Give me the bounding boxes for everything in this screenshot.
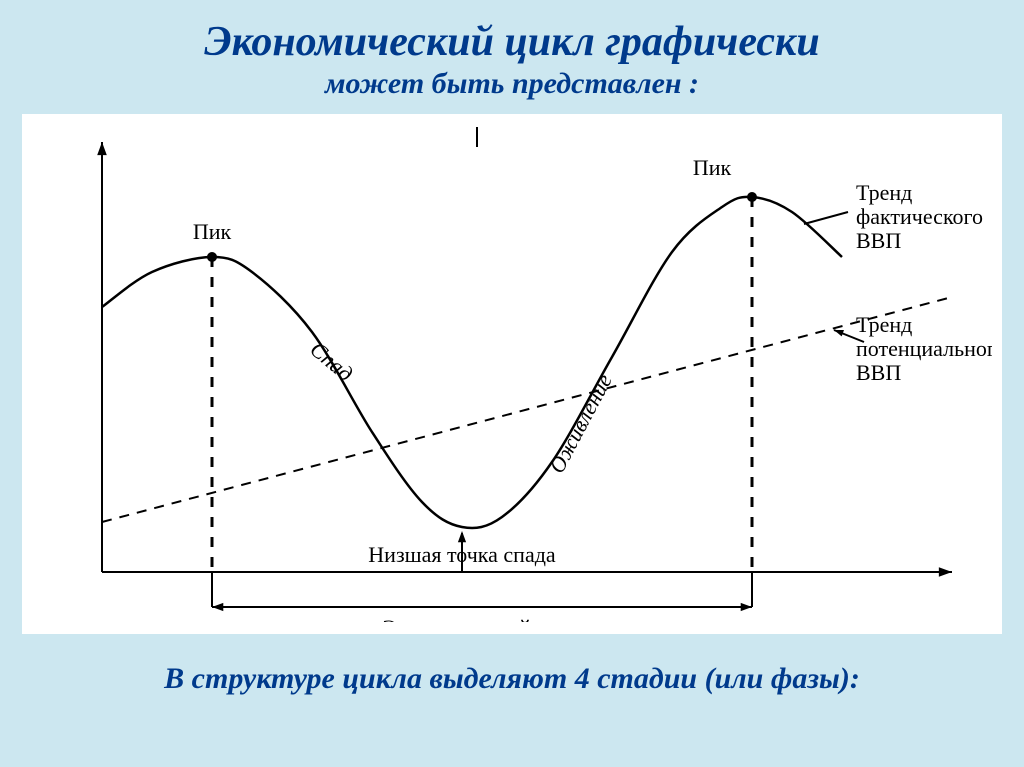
svg-text:потенциального: потенциального xyxy=(856,336,992,361)
svg-text:Пик: Пик xyxy=(193,219,232,244)
svg-text:ВВП: ВВП xyxy=(856,228,901,253)
chart-container: Пик Пик Спад Оживление Низшая точка спада Эко… xyxy=(22,114,1002,634)
svg-text:Низшая точка спада: Низшая точка спада xyxy=(368,542,556,567)
title-line1: Экономический цикл графически xyxy=(204,18,819,66)
economic-cycle-chart: Пик Пик Спад Оживление Низшая точка спада Эко… xyxy=(32,122,992,622)
title-block: Экономический цикл графически может быть… xyxy=(204,0,819,102)
svg-text:Оживление: Оживление xyxy=(544,370,617,478)
svg-text:Спад: Спад xyxy=(305,337,358,387)
slide: Экономический цикл графически может быть… xyxy=(0,0,1024,767)
title-line2: может быть представлен : xyxy=(204,66,819,102)
svg-text:Тренд: Тренд xyxy=(856,180,912,205)
svg-text:Пик: Пик xyxy=(693,155,732,180)
svg-text:фактического: фактического xyxy=(856,204,983,229)
svg-text:Экономический цикл: Экономический цикл xyxy=(382,615,581,622)
svg-text:ВВП: ВВП xyxy=(856,360,901,385)
svg-text:Тренд: Тренд xyxy=(856,312,912,337)
bottom-caption: В структуре цикла выделяют 4 стадии (или… xyxy=(164,662,860,696)
